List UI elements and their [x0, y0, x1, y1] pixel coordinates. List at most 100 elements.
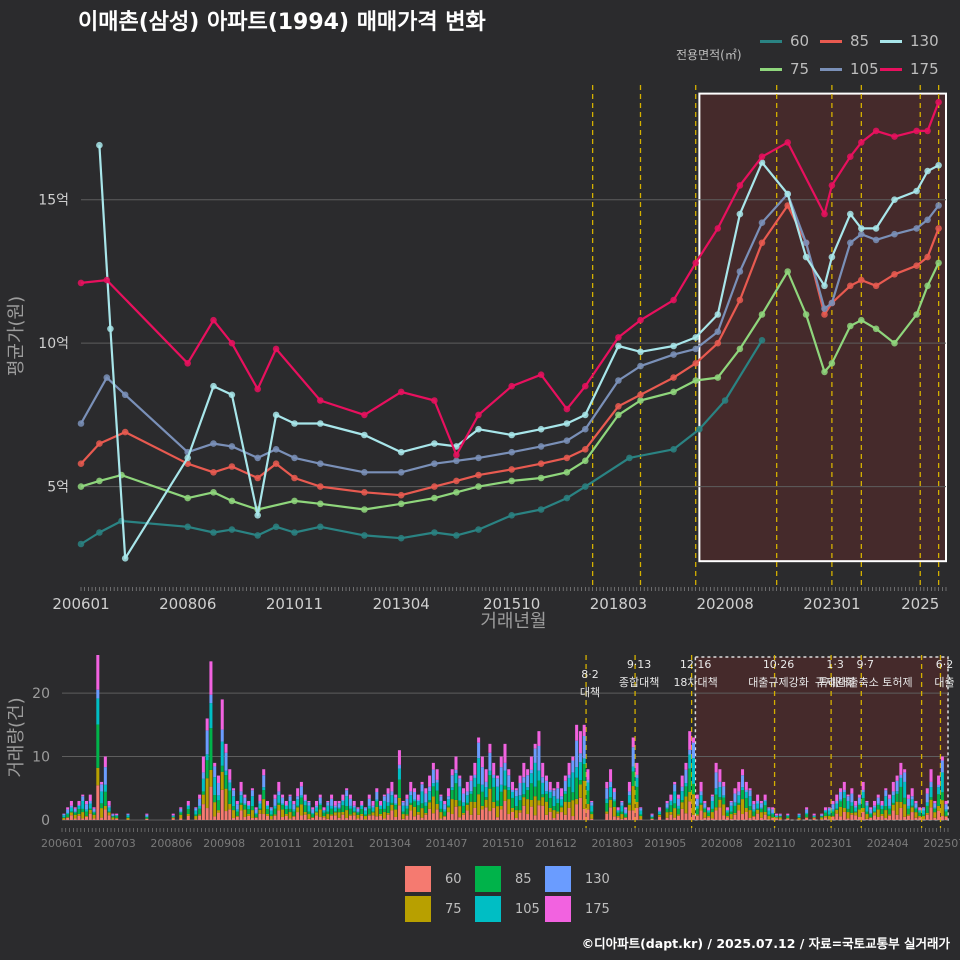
volume-bar-130: [718, 781, 722, 787]
volume-bar-105: [688, 754, 692, 769]
volume-bar-175: [744, 781, 748, 790]
volume-bar-175: [876, 794, 880, 798]
volume-bar-60: [805, 817, 809, 820]
volume-bar-60: [903, 816, 907, 820]
volume-bar-75: [548, 807, 552, 812]
volume-bar-60: [933, 817, 937, 820]
volume-bar-130: [620, 802, 624, 806]
data-point-130: [96, 141, 103, 149]
volume-bar-130: [560, 796, 564, 800]
volume-bar-175: [639, 807, 643, 809]
y-tick-label: 15억: [38, 193, 69, 209]
volume-bar-85: [220, 765, 224, 772]
volume-bar-75: [605, 811, 609, 814]
volume-bar-60: [216, 812, 220, 820]
volume-bar-85: [918, 812, 922, 816]
volume-bar-130: [673, 784, 677, 792]
volume-bar-130: [616, 809, 620, 811]
volume-bar-85: [544, 793, 548, 802]
volume-bar-75: [590, 814, 594, 819]
volume-bar-85: [201, 791, 205, 795]
volume-bar-85: [888, 808, 892, 815]
volume-bar-105: [921, 810, 926, 815]
data-point-85: [453, 477, 460, 485]
volume-bar-75: [367, 814, 371, 816]
volume-bar-130: [518, 782, 522, 796]
volume-bar-85: [692, 783, 696, 795]
volume-bar-105: [495, 786, 499, 801]
data-point-85: [397, 491, 405, 499]
volume-bar-85: [296, 805, 300, 808]
data-point-60: [96, 529, 103, 536]
data-point-85: [228, 463, 236, 470]
volume-bar-175: [522, 762, 526, 778]
volume-bar-130: [401, 802, 405, 806]
volume-bar-75: [88, 809, 92, 814]
volume-bar-105: [103, 784, 107, 792]
volume-bar-130: [763, 799, 767, 802]
volume-bar-175: [333, 800, 337, 806]
volume-bar-130: [846, 796, 850, 801]
data-point-105: [935, 202, 942, 209]
data-point-130: [397, 448, 405, 456]
volume-bar-130: [857, 797, 861, 804]
volume-bar-85: [914, 808, 918, 813]
volume-bar-130: [424, 793, 428, 803]
volume-bar-175: [194, 807, 198, 809]
volume-bar-130: [390, 791, 394, 796]
volume-bar-85: [269, 814, 273, 817]
volume-bar-175: [356, 807, 360, 809]
volume-bar-75: [420, 808, 424, 818]
volume-bar-60: [92, 818, 96, 820]
series-line-60: [80, 339, 763, 545]
volume-bar-60: [428, 808, 432, 820]
volume-bar-130: [854, 805, 858, 808]
volume-bar-60: [115, 818, 119, 820]
volume-bar-105: [292, 809, 296, 812]
volume-bar-175: [480, 756, 484, 768]
data-point-85: [254, 474, 261, 482]
data-point-75: [77, 483, 85, 490]
volume-bar-60: [526, 814, 530, 820]
volume-bar-130: [891, 791, 895, 796]
volume-bar-85: [869, 814, 873, 818]
legend-item-60: 60: [760, 32, 809, 50]
volume-bar-130: [69, 805, 73, 808]
volume-bar-60: [258, 813, 262, 820]
volume-bar-175: [243, 794, 247, 798]
volume-bar-75: [624, 817, 628, 818]
volume-bar-75: [103, 805, 107, 810]
volume-bar-75: [62, 818, 66, 820]
volume-bar-60: [703, 817, 707, 820]
volume-bar-105: [273, 805, 277, 809]
volume-bar-85: [507, 790, 511, 800]
volume-bar-85: [673, 803, 677, 809]
volume-bar-175: [439, 794, 443, 797]
volume-bar-85: [710, 808, 714, 813]
volume-bar-75: [748, 810, 752, 819]
volume-bar-85: [725, 812, 729, 816]
volume-bar-130: [914, 803, 918, 808]
area-legend: 전용면적(㎡) 60 85 130 75 105 175: [676, 30, 960, 82]
volume-bar-105: [401, 805, 405, 812]
volume-bar-130: [658, 810, 662, 812]
volume-bar-75: [805, 817, 809, 818]
volume-bar-60: [929, 807, 933, 820]
volume-bar-105: [586, 782, 590, 791]
volume-bar-85: [616, 812, 620, 816]
volume-bar-105: [857, 803, 861, 806]
volume-bar-130: [318, 797, 322, 804]
volume-bar-60: [548, 811, 552, 820]
volume-bar-85: [254, 814, 258, 818]
volume-bar-85: [820, 816, 824, 818]
volume-bar-175: [624, 807, 628, 810]
data-point-105: [891, 230, 898, 238]
volume-bar-130: [356, 808, 360, 812]
volume-bar-85: [216, 800, 220, 811]
data-point-105: [872, 236, 880, 244]
volume-bar-130: [548, 789, 552, 792]
volume-bar-130: [85, 804, 89, 810]
volume-bar-130: [692, 742, 696, 759]
volume-bar-175: [311, 807, 315, 810]
volume-bar-130: [563, 780, 567, 792]
